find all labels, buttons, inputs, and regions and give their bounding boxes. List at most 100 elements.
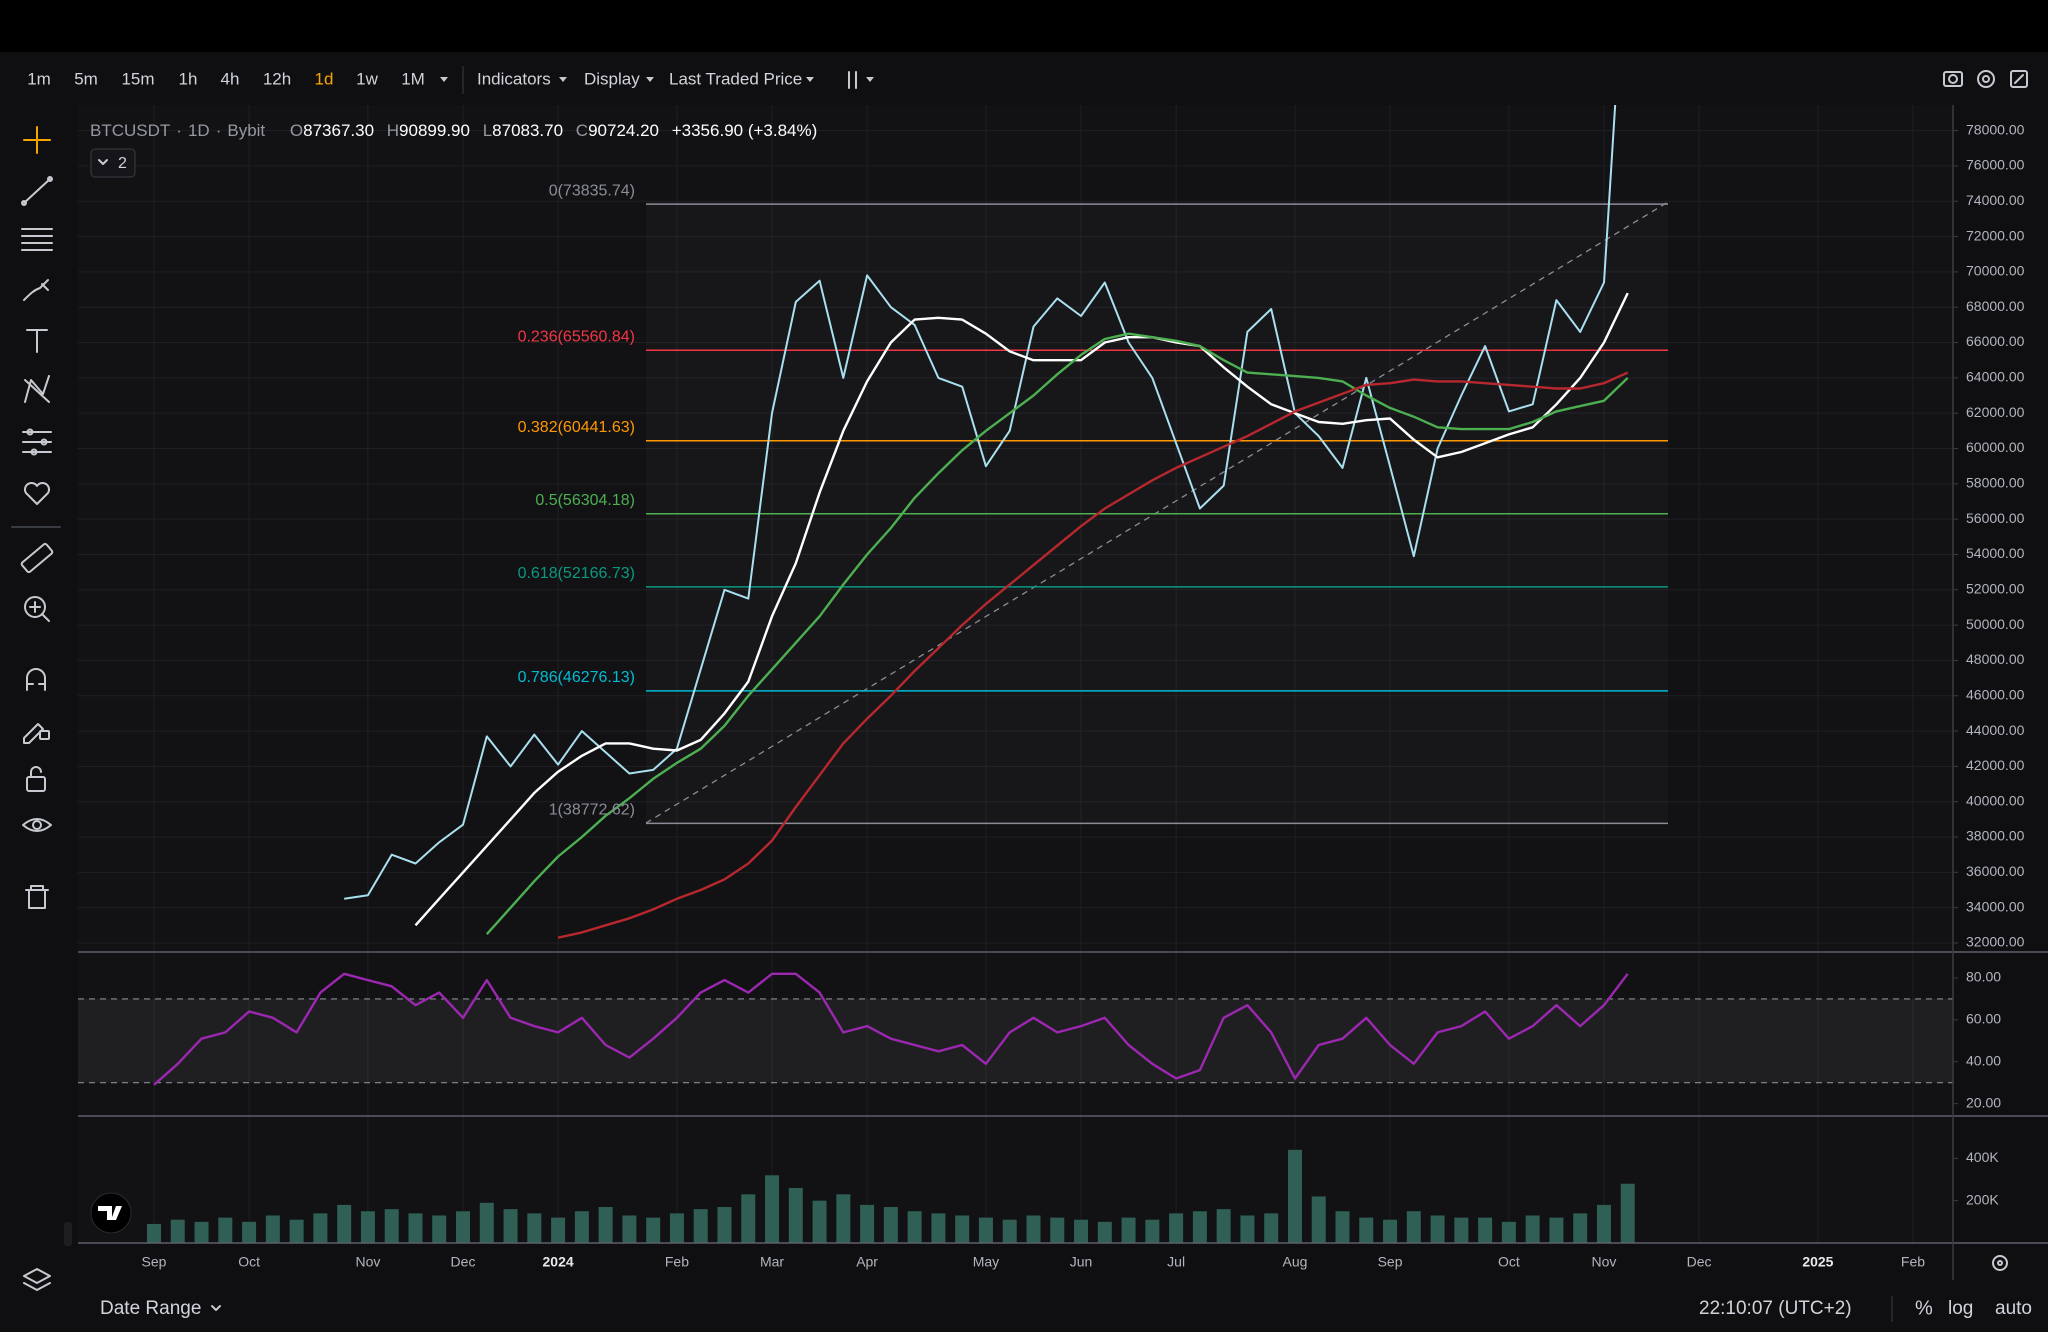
lock-tool[interactable] [26, 766, 46, 792]
volume-bar [1335, 1211, 1350, 1243]
volume-bar [384, 1209, 399, 1243]
pattern-tool[interactable] [24, 375, 50, 403]
interval[interactable]: 5m [74, 69, 98, 88]
y-tick-label: 74000.00 [1966, 192, 2025, 208]
fullscreen-icon[interactable] [2010, 70, 2028, 88]
drawing-toolbar [11, 126, 61, 1291]
fib-label: 0(73835.74) [549, 182, 635, 199]
y-tick-label: 56000.00 [1966, 510, 2025, 526]
x-tick-label: Nov [355, 1254, 380, 1270]
volume-bar [170, 1219, 185, 1243]
interval[interactable]: 1M [401, 69, 425, 88]
grid [78, 105, 1953, 1243]
volume-bar [955, 1215, 970, 1243]
volume-bar [669, 1213, 684, 1243]
settings-icon[interactable] [1977, 70, 1995, 88]
symbol-legend: BTCUSDT · 1D · Bybit O87367.30 H90899.90 L87… [90, 121, 817, 140]
y-tick-label: 58000.00 [1966, 475, 2025, 491]
visibility-tool[interactable] [22, 818, 52, 832]
volume-bar [1311, 1196, 1326, 1243]
volume-bar [313, 1213, 328, 1243]
line-tool[interactable] [21, 176, 53, 206]
volume-bar [1240, 1215, 1255, 1243]
channel-tool[interactable] [21, 228, 53, 251]
text-tool[interactable] [26, 329, 48, 353]
line-series [557, 371, 1629, 939]
volume-bar [242, 1221, 257, 1243]
chevron [211, 1305, 221, 1311]
x-tick-label: Oct [238, 1254, 260, 1270]
volume-bar [1121, 1217, 1136, 1243]
caret[interactable] [559, 77, 567, 82]
volume-bar [1074, 1219, 1089, 1243]
collapse-handle[interactable] [64, 1222, 72, 1246]
date-range[interactable]: Date Range [100, 1298, 201, 1319]
log-toggle[interactable]: log [1948, 1298, 1973, 1319]
volume-bar [527, 1213, 542, 1243]
interval[interactable]: 4h [221, 69, 240, 88]
interval[interactable]: 1h [179, 69, 198, 88]
volume-bar [265, 1215, 280, 1243]
volume-bar [717, 1207, 732, 1243]
percent-toggle[interactable]: % [1915, 1297, 1933, 1319]
crosshair-tool[interactable] [23, 126, 51, 154]
menu[interactable]: Last Traded Price [669, 69, 802, 88]
magnet-tool[interactable] [26, 668, 46, 691]
menu[interactable]: Display [584, 69, 640, 88]
logo-glyph [98, 1206, 122, 1220]
volume-bar [836, 1194, 851, 1243]
x-tick-label: 2025 [1802, 1254, 1833, 1270]
volume-bar [1501, 1221, 1516, 1243]
brush-tool[interactable] [23, 279, 49, 301]
y-tick-label: 46000.00 [1966, 686, 2025, 702]
lock-drawing-tool[interactable] [23, 723, 50, 744]
volume-bar [1264, 1213, 1279, 1243]
volume-bar [1145, 1219, 1160, 1243]
interval[interactable]: 1m [27, 69, 51, 88]
collapse-button[interactable] [90, 148, 136, 178]
volume-bar [1454, 1217, 1469, 1243]
camera-icon[interactable] [1943, 71, 1963, 87]
object-tree-tool[interactable] [23, 1268, 51, 1291]
volume-bar [1478, 1217, 1493, 1243]
zoom-tool[interactable] [24, 596, 50, 622]
volume-bar [1406, 1211, 1421, 1243]
x-tick-label: Sep [1378, 1254, 1403, 1270]
interval[interactable]: 12h [263, 69, 291, 88]
favorites-tool[interactable] [23, 481, 51, 505]
caret[interactable] [646, 77, 654, 82]
volume-bar [622, 1215, 637, 1243]
volume-bar [693, 1209, 708, 1243]
volume-bar [931, 1213, 946, 1243]
auto-toggle[interactable]: auto [1995, 1298, 2032, 1319]
ruler-tool[interactable] [20, 542, 54, 574]
caret[interactable] [866, 77, 874, 82]
ohlc-key: O [290, 121, 303, 140]
interval-active[interactable]: 1d [315, 69, 334, 88]
x-tick-label: Oct [1498, 1254, 1520, 1270]
interval[interactable]: 15m [121, 69, 154, 88]
volume-bar [1359, 1217, 1374, 1243]
ohlc-value: 90899.90 [399, 121, 470, 140]
x-tick-label: Nov [1592, 1254, 1617, 1270]
top-bar [0, 0, 2048, 52]
indicator-count[interactable]: 2 [118, 155, 127, 172]
volume-bar [1549, 1217, 1564, 1243]
volume-bar [1287, 1149, 1302, 1243]
caret[interactable] [440, 77, 448, 82]
volume-bar [646, 1217, 661, 1243]
prediction-tool[interactable] [22, 428, 52, 456]
interval[interactable]: 1w [356, 69, 378, 88]
caret[interactable] [806, 77, 814, 82]
menu[interactable]: Indicators [477, 69, 551, 88]
y-tick-label: 200K [1966, 1191, 1999, 1207]
clock: 22:10:07 (UTC+2) [1699, 1298, 1852, 1319]
interval: 1D [188, 121, 210, 140]
y-tick-label: 76000.00 [1966, 157, 2025, 173]
toolbar: 1m 5m 15m 1h 4h 12h 1d 1w 1M Indicators … [27, 66, 2028, 94]
volume-bar [1026, 1215, 1041, 1243]
axis-settings[interactable] [1992, 1255, 2008, 1271]
y-tick-label: 68000.00 [1966, 298, 2025, 314]
delete-tool[interactable] [25, 885, 49, 909]
chart-type-icon[interactable] [848, 71, 857, 89]
